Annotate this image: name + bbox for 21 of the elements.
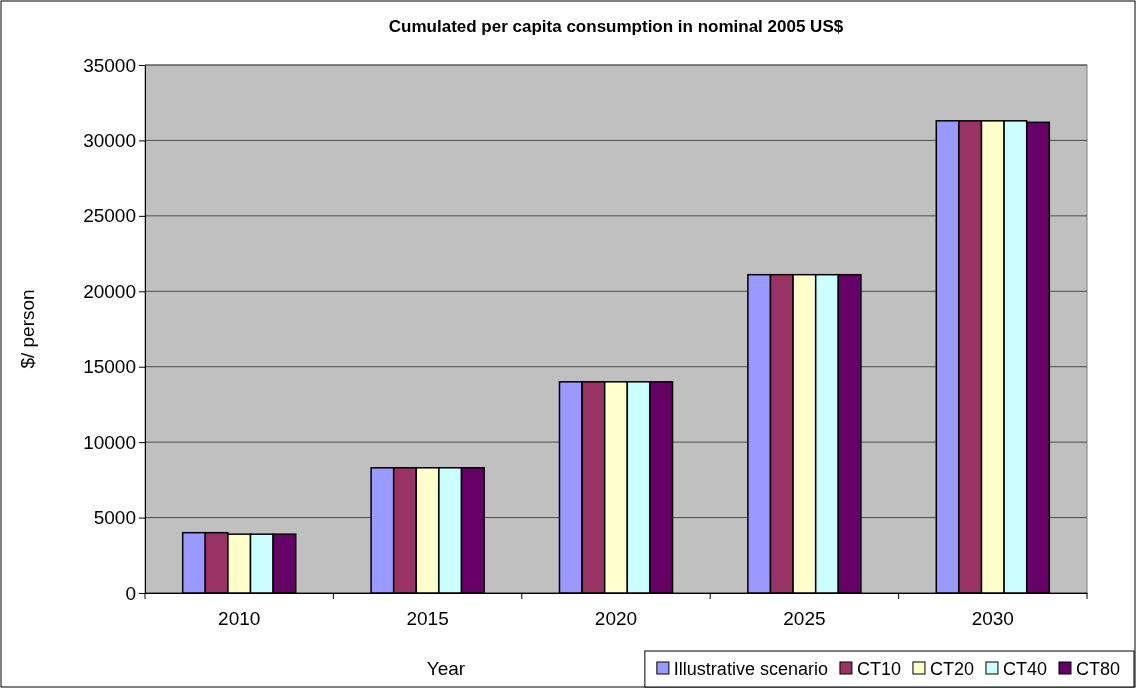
y-tick-label: 35000 bbox=[83, 54, 136, 76]
legend-label: CT40 bbox=[1002, 659, 1047, 679]
y-tick-label: 0 bbox=[125, 582, 136, 604]
legend-label: CT20 bbox=[929, 659, 974, 679]
y-tick-label: 10000 bbox=[83, 431, 136, 453]
y-tick-label: 30000 bbox=[83, 130, 136, 152]
y-tick-label: 25000 bbox=[83, 205, 136, 227]
x-tick-label: 2015 bbox=[406, 607, 449, 629]
x-tick-label: 2010 bbox=[218, 607, 261, 629]
legend-label: CT10 bbox=[856, 659, 901, 679]
x-axis-title: Year bbox=[426, 658, 466, 679]
y-axis-title: $/ person bbox=[17, 289, 38, 369]
y-tick-label: 15000 bbox=[83, 356, 136, 378]
chart-title: Cumulated per capita consumption in nominal 2005 US$ bbox=[388, 17, 844, 36]
x-tick-label: 2030 bbox=[971, 607, 1014, 629]
y-tick-label: 20000 bbox=[83, 280, 136, 302]
legend-label: Illustrative scenario bbox=[673, 659, 828, 679]
x-tick-label: 2025 bbox=[783, 607, 826, 629]
legend-label: CT80 bbox=[1075, 659, 1120, 679]
y-tick-label: 5000 bbox=[93, 507, 136, 529]
x-tick-label: 2020 bbox=[594, 607, 638, 629]
